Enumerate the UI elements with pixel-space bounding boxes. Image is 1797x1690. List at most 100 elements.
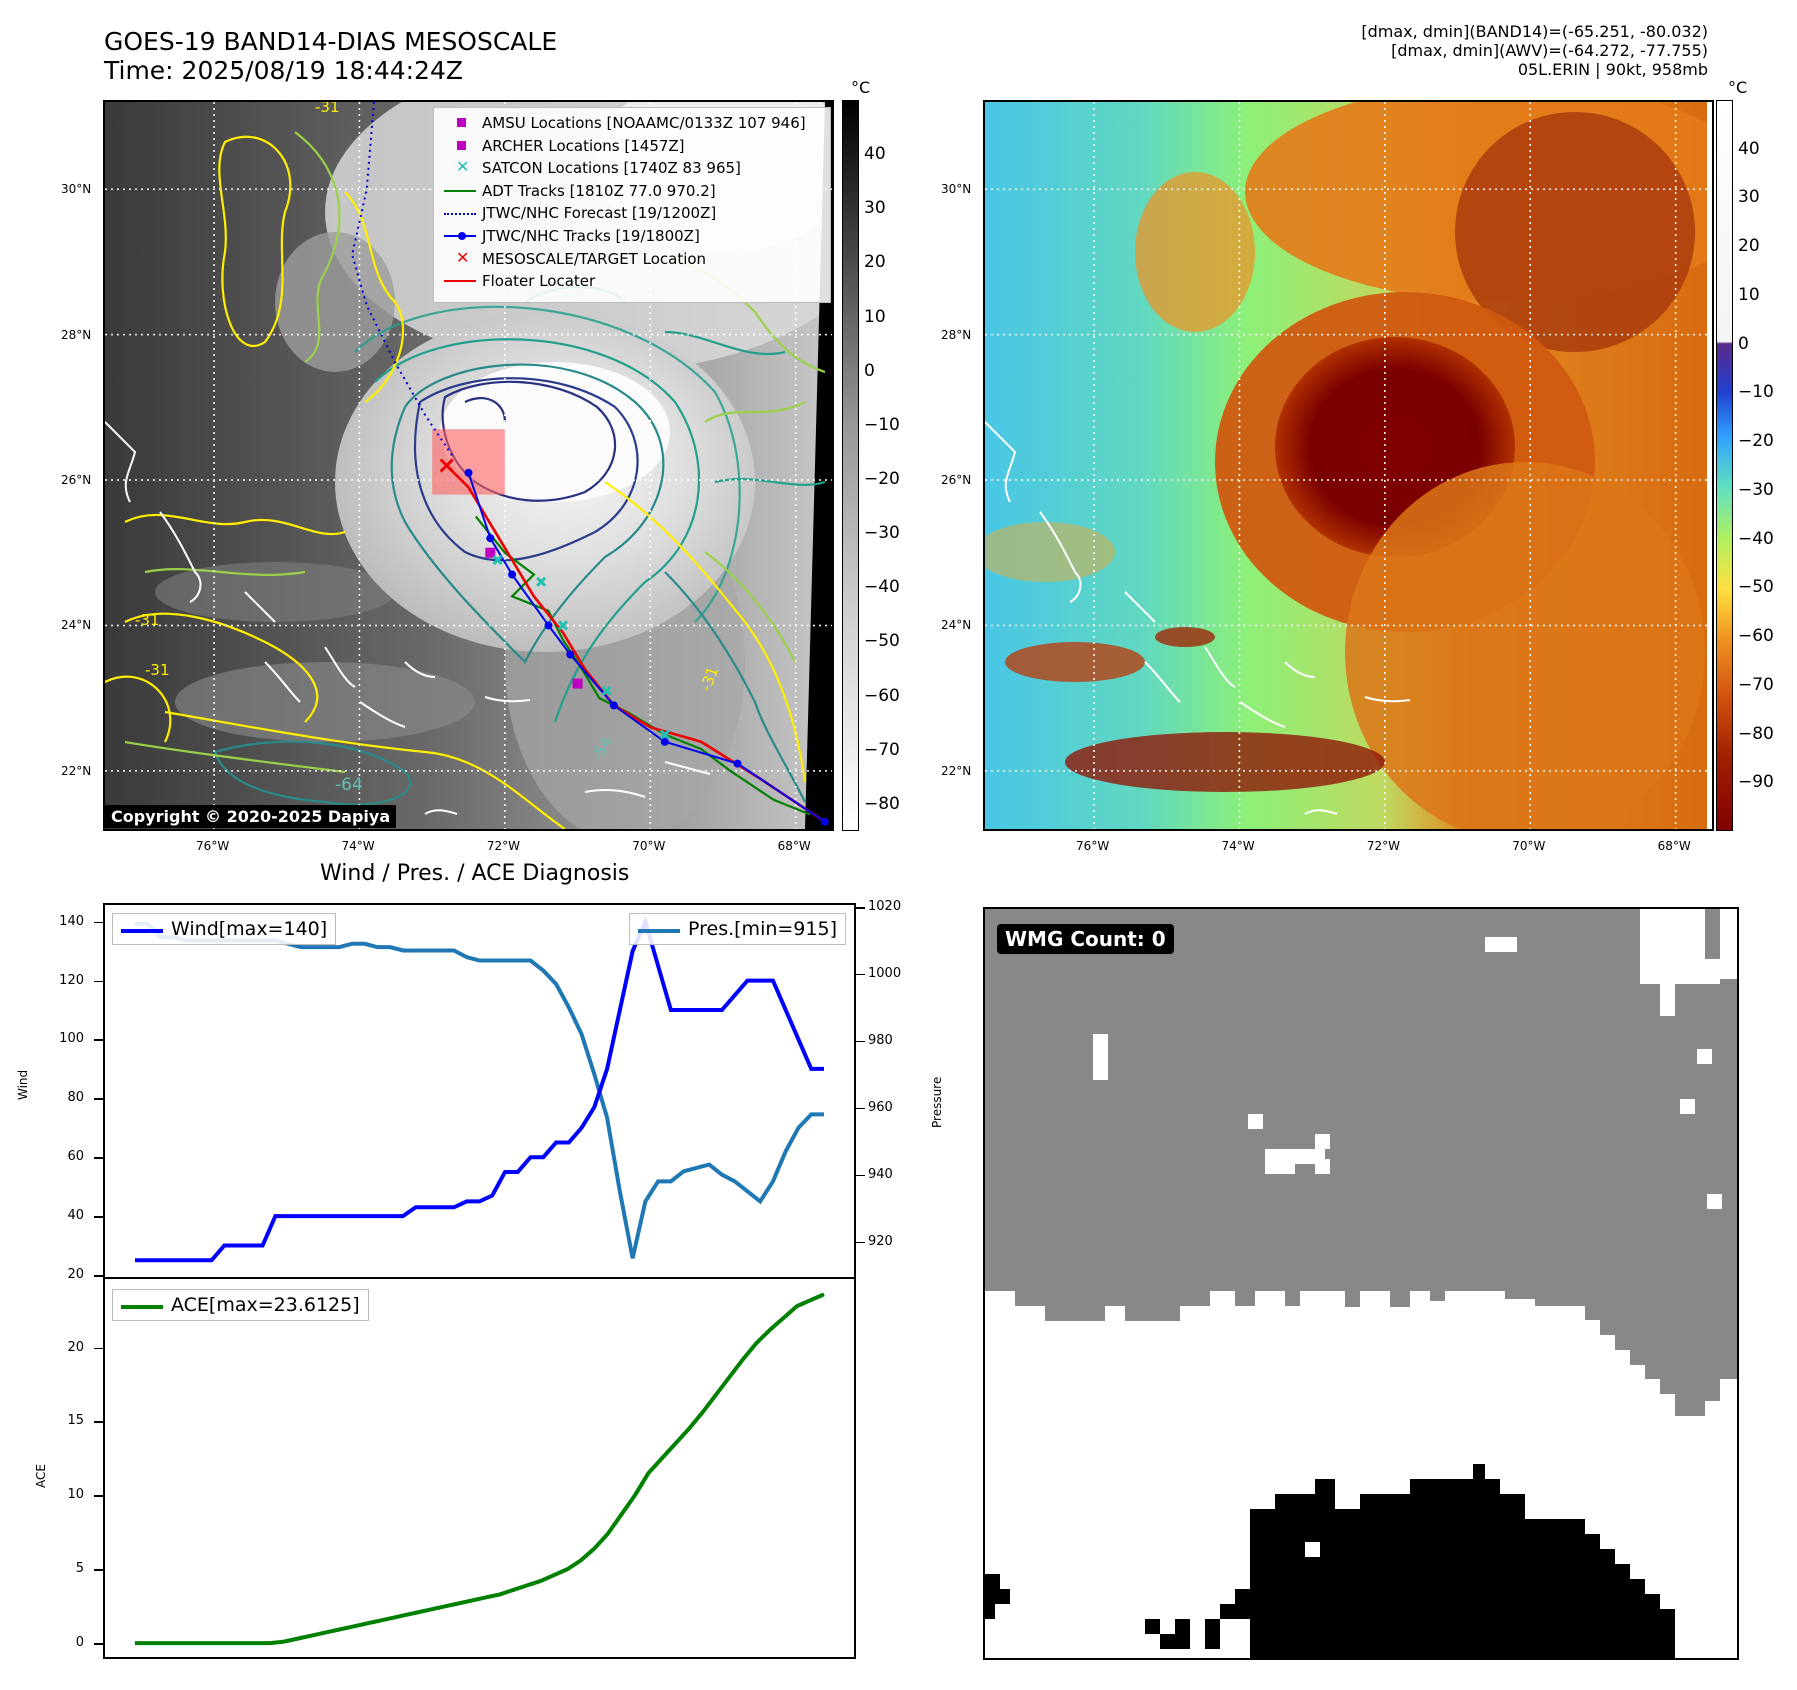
colorbar-tick-label: 20 (1738, 236, 1760, 257)
legend-item: ✕ SATCON Locations [1740Z 83 965] (442, 157, 822, 180)
legend-symbol (442, 180, 482, 202)
legend-label: JTWC/NHC Tracks [19/1800Z] (482, 226, 700, 245)
wmg-black-region (1250, 1464, 1675, 1658)
pressure-tick-label: 1000 (868, 965, 902, 981)
lat-tick-label: 22°N (61, 763, 92, 778)
info-awv: [dmax, dmin](AWV)=(-64.272, -77.755) (1391, 41, 1708, 60)
info-storm: 05L.ERIN | 90kt, 958mb (1517, 60, 1708, 79)
wind-tick-label: 120 (59, 972, 84, 988)
coastlines (985, 421, 1411, 815)
colorbar-tick-label: −70 (1738, 674, 1774, 695)
legend-label: SATCON Locations [1740Z 83 965] (482, 159, 741, 178)
wind-tick-mark (94, 1275, 103, 1277)
colorbar-tick-label: 30 (1738, 187, 1760, 208)
colorbar-tick-label: −40 (1738, 528, 1774, 549)
wind-tick-mark (94, 1216, 103, 1218)
pressure-legend-line (638, 918, 688, 940)
lon-tick-label: 70°W (1512, 839, 1546, 853)
legend-symbol (442, 112, 482, 134)
legend-symbol (442, 135, 482, 157)
ace-tick-label: 10 (67, 1487, 84, 1503)
lat-lon-grid (985, 102, 1712, 829)
colorbar-tick-label: −40 (864, 577, 900, 598)
pressure-tick-mark (856, 1040, 865, 1043)
lon-tick-label: 74°W (1221, 839, 1255, 853)
ace-tick-label: 5 (75, 1561, 84, 1577)
satcon-point (601, 685, 612, 696)
colorbar-tick-label: −20 (864, 469, 900, 490)
wind-pressure-chart (135, 915, 824, 1263)
contour-label: -31 (135, 611, 160, 629)
wind-tick-label: 100 (59, 1031, 84, 1047)
adt-track (474, 515, 811, 816)
ace-tick-label: 20 (67, 1339, 84, 1355)
ace-legend: ACE[max=23.6125] (112, 1289, 369, 1321)
lat-tick-label: 26°N (941, 473, 972, 488)
ace-legend-label: ACE[max=23.6125] (171, 1294, 360, 1316)
legend-item: JTWC/NHC Tracks [19/1800Z] (442, 225, 822, 248)
ace-line (135, 1292, 825, 1646)
colorbar-tick-label: 0 (1738, 333, 1749, 354)
wind-legend-line (121, 918, 171, 940)
pressure-tick-mark (856, 973, 865, 976)
ace-chart-panel: ACE[max=23.6125] (103, 1277, 856, 1659)
ace-tick-label: 0 (75, 1635, 84, 1651)
ace-tick-mark (94, 1421, 103, 1423)
colorbar-tick-label: 0 (864, 360, 875, 381)
nhc-track-point (508, 570, 517, 579)
dias-map (985, 102, 1712, 829)
colorbar-tick-label: 10 (864, 306, 886, 327)
colorbar-tick-label: −30 (1738, 479, 1774, 500)
legend-label: Floater Locater (482, 272, 596, 291)
wind-tick-label: 140 (59, 913, 84, 929)
ace-axis-label: ACE (34, 1464, 48, 1488)
pressure-tick-mark (856, 1241, 865, 1244)
wind-tick-label: 40 (67, 1208, 84, 1224)
pressure-legend: Pres.[min=915] (629, 913, 846, 945)
pressure-legend-label: Pres.[min=915] (688, 918, 837, 940)
target-marker (439, 458, 454, 473)
legend-label: AMSU Locations [NOAAMC/0133Z 107 946] (482, 114, 806, 132)
lat-tick-label: 28°N (941, 327, 972, 342)
nhc-track-point (820, 817, 829, 826)
nhc-track-point (464, 468, 473, 477)
wind-tick-label: 80 (67, 1090, 84, 1106)
colorbar-tick-label: −70 (864, 739, 900, 760)
amsu-points (485, 547, 583, 689)
lon-tick-label: 72°W (1366, 839, 1400, 853)
colorbar-tick-label: 20 (864, 252, 886, 273)
lon-tick-label: 68°W (777, 839, 811, 853)
colorbar-tick-label: −60 (1738, 626, 1774, 647)
legend-label: ADT Tracks [1810Z 77.0 970.2] (482, 181, 716, 200)
pressure-tick-mark (856, 1174, 865, 1177)
colorbar-tick-label: −50 (864, 631, 900, 652)
lat-tick-label: 26°N (61, 473, 92, 488)
pressure-tick-mark (856, 907, 865, 909)
wind-axis-label: Wind (16, 1069, 30, 1100)
floater-locater-track (445, 464, 826, 823)
legend-symbol: ✕ (456, 157, 470, 177)
wind-tick-mark (94, 1098, 103, 1100)
pressure-tick-label: 940 (868, 1166, 893, 1182)
nhc-track-point (486, 534, 495, 543)
satcon-point (659, 729, 670, 740)
dias-colorbar-unit: °C (1728, 78, 1748, 97)
lon-tick-label: 74°W (341, 839, 375, 853)
dias-map-panel (983, 100, 1714, 831)
colorbar-tick-label: −30 (864, 523, 900, 544)
legend-item: AMSU Locations [NOAAMC/0133Z 107 946] (442, 112, 822, 135)
legend-label: ARCHER Locations [1457Z] (482, 136, 685, 155)
wind-tick-label: 60 (67, 1149, 84, 1165)
legend-item: ARCHER Locations [1457Z] (442, 135, 822, 158)
ace-chart (135, 1292, 825, 1646)
legend-item: JTWC/NHC Forecast [19/1200Z] (442, 202, 822, 225)
colorbar-tick-label: −60 (864, 685, 900, 706)
wmg-count-badge: WMG Count: 0 (997, 924, 1174, 954)
ace-tick-mark (94, 1347, 103, 1350)
legend-label: MESOSCALE/TARGET Location (482, 249, 707, 268)
wind-line (135, 915, 824, 1263)
lon-tick-label: 76°W (1076, 839, 1110, 853)
wind-tick-mark (94, 921, 103, 924)
coastlines (105, 421, 711, 815)
legend-symbol: ✕ (456, 247, 470, 267)
